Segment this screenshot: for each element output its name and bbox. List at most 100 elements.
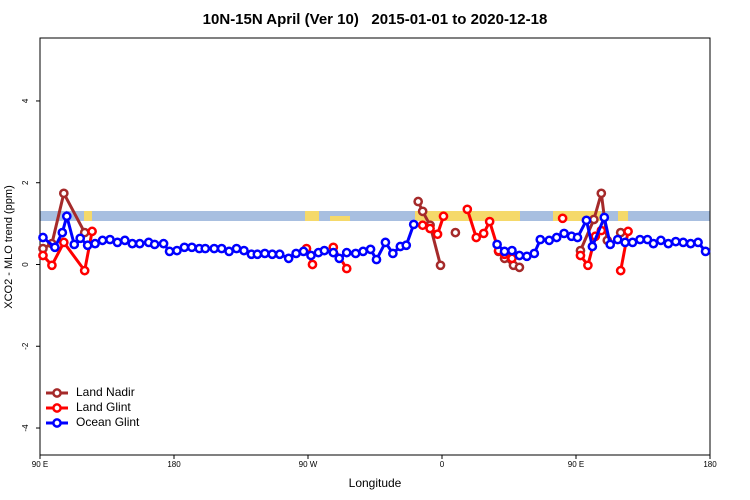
data-point: [58, 237, 69, 248]
data-point: [663, 238, 674, 249]
data-point: [478, 228, 489, 239]
data-point: [678, 237, 689, 248]
data-point: [38, 232, 48, 243]
data-point: [187, 242, 197, 253]
data-point: [341, 263, 352, 274]
data-point: [365, 244, 376, 255]
data-point: [583, 260, 593, 271]
data-point: [605, 239, 616, 250]
data-point: [587, 241, 598, 252]
legend-marker: [52, 388, 62, 398]
data-point: [522, 251, 532, 262]
data-point: [319, 245, 330, 256]
data-point: [350, 248, 361, 259]
data-point: [283, 253, 294, 264]
data-point: [79, 265, 90, 276]
data-point: [620, 237, 630, 248]
x-tick-label: 90 W: [299, 460, 318, 469]
data-point: [259, 248, 270, 259]
x-axis-label: Longitude: [349, 476, 402, 490]
data-point: [291, 248, 301, 259]
data-point: [572, 232, 583, 243]
data-point: [627, 237, 638, 248]
data-point: [656, 235, 666, 246]
data-point: [435, 260, 446, 271]
data-point: [557, 213, 568, 224]
data-point: [267, 249, 278, 260]
data-point: [371, 254, 382, 265]
data-point: [47, 260, 57, 271]
y-tick-label: -2: [21, 342, 30, 350]
data-point: [544, 235, 555, 246]
data-point: [535, 234, 546, 245]
data-point: [172, 245, 182, 256]
data-point: [507, 245, 517, 256]
data-point: [693, 237, 703, 248]
legend-marker: [52, 418, 62, 428]
data-point: [615, 265, 626, 276]
land-patch: [415, 211, 520, 221]
data-point: [87, 226, 97, 237]
chart-title: 10N-15N April (Ver 10) 2015-01-01 to 202…: [203, 11, 548, 28]
data-point: [514, 250, 525, 261]
data-point: [700, 246, 711, 257]
data-point: [484, 216, 495, 227]
data-point: [252, 249, 263, 260]
data-point: [90, 238, 100, 249]
data-point: [334, 253, 345, 264]
data-point: [274, 249, 285, 260]
data-point: [417, 206, 428, 217]
series-line: [42, 189, 86, 250]
x-tick-label: 180: [167, 460, 181, 469]
x-tick-label: 90 E: [568, 460, 584, 469]
series-line: [416, 200, 442, 266]
data-point: [450, 227, 461, 238]
data-point: [408, 219, 419, 230]
land-patch: [305, 211, 319, 221]
data-point: [623, 226, 633, 237]
data-point: [507, 253, 517, 264]
y-tick-label: -4: [21, 424, 30, 432]
data-point: [685, 238, 696, 249]
data-point: [401, 240, 412, 251]
data-point: [499, 246, 510, 257]
data-point: [462, 204, 473, 215]
data-point: [551, 232, 562, 243]
data-point: [471, 232, 482, 243]
series-line: [496, 212, 707, 258]
map-strip: [40, 211, 710, 221]
data-point: [417, 220, 428, 231]
data-point: [388, 248, 398, 259]
data-point: [120, 235, 130, 246]
data-point: [413, 196, 424, 207]
data-point: [149, 239, 160, 250]
data-point: [179, 242, 190, 253]
data-point: [224, 246, 234, 257]
x-tick-label: 0: [440, 460, 445, 469]
data-point: [298, 246, 309, 257]
legend-label: Ocean Glint: [76, 415, 140, 429]
data-point: [69, 239, 80, 250]
y-tick-label: 4: [21, 98, 30, 103]
data-point: [438, 211, 449, 222]
data-point: [612, 234, 623, 245]
x-tick-label: 90 E: [32, 460, 48, 469]
data-point: [635, 234, 645, 245]
data-point: [380, 237, 391, 248]
data-point: [82, 240, 93, 251]
data-point: [559, 228, 569, 239]
data-point: [307, 259, 318, 270]
data-point: [231, 243, 242, 254]
y-tick-label: 0: [21, 262, 30, 267]
land-patch: [84, 211, 92, 221]
y-axis-label: XCO2 - MLO trend (ppm): [3, 185, 15, 308]
data-point: [599, 212, 610, 223]
data-point: [328, 247, 339, 258]
legend-label: Land Nadir: [76, 385, 135, 399]
data-point: [209, 243, 220, 254]
ocean-band: [40, 211, 710, 221]
data-point: [38, 250, 48, 261]
data-point: [158, 238, 169, 249]
data-point: [648, 238, 659, 249]
data-point: [164, 246, 175, 257]
